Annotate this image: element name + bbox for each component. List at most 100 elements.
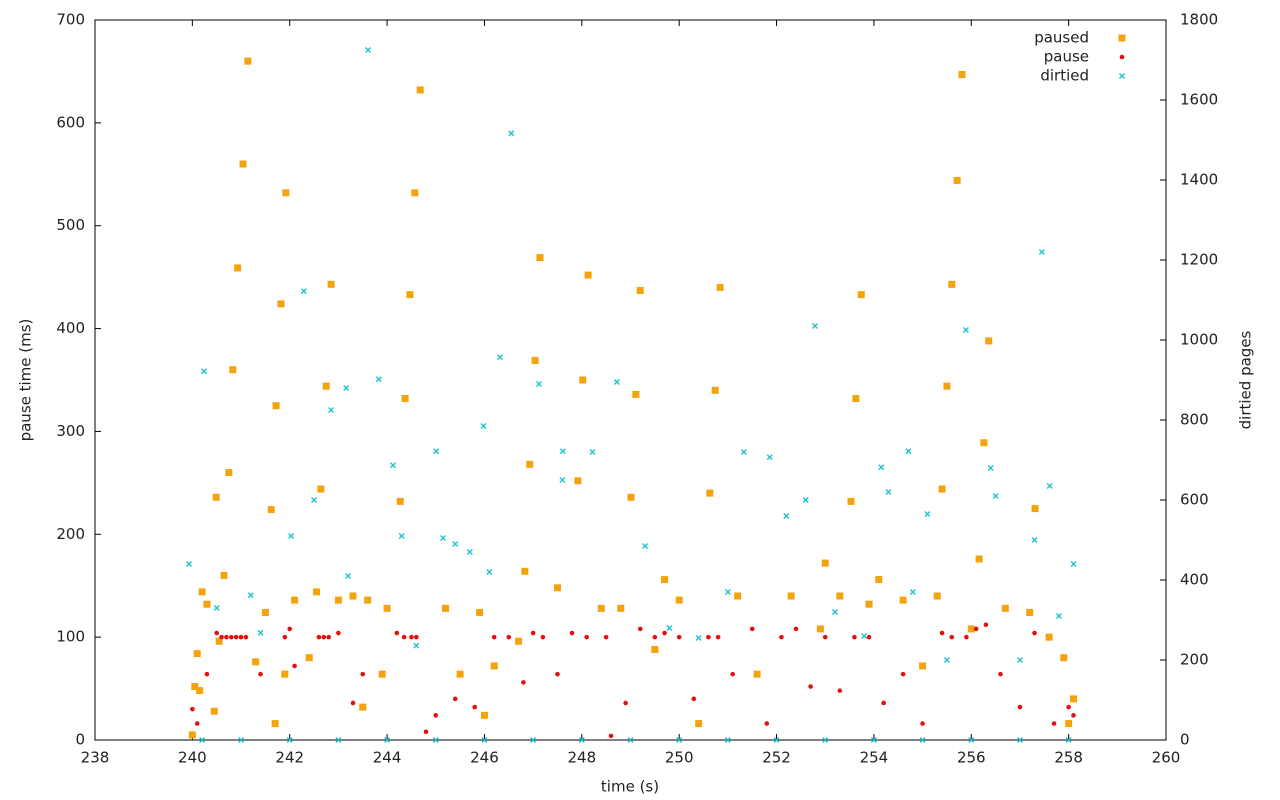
data-point	[661, 576, 669, 584]
data-point	[326, 634, 331, 640]
data-point	[440, 535, 447, 541]
data-point	[345, 573, 352, 579]
data-point	[215, 637, 223, 645]
data-point	[535, 381, 542, 387]
data-point	[964, 634, 969, 640]
data-point	[627, 737, 634, 743]
data-point	[220, 571, 228, 579]
data-point	[335, 737, 342, 743]
data-point	[706, 634, 711, 640]
data-point	[553, 584, 561, 592]
data-point	[578, 737, 585, 743]
data-point	[724, 589, 731, 595]
data-point	[943, 382, 951, 390]
data-point	[919, 662, 927, 670]
data-point	[521, 567, 529, 575]
data-point	[238, 634, 244, 640]
data-point	[416, 86, 424, 94]
data-point	[210, 707, 218, 715]
data-point	[706, 489, 714, 497]
y-tick-label: 200	[56, 525, 85, 543]
data-point	[652, 634, 658, 640]
data-point	[203, 600, 211, 608]
data-point	[666, 625, 673, 631]
data-point	[1060, 654, 1068, 662]
data-point	[1065, 737, 1072, 743]
data-point	[300, 288, 307, 295]
data-point	[584, 634, 589, 640]
data-point	[764, 721, 770, 726]
data-point	[411, 189, 419, 197]
data-point	[286, 737, 293, 743]
x-tick-label: 252	[762, 749, 791, 767]
x-tick-label: 248	[567, 749, 596, 767]
data-point	[676, 634, 682, 640]
data-point	[506, 634, 512, 640]
data-point	[409, 634, 414, 640]
data-point	[802, 497, 809, 503]
data-point	[480, 711, 488, 719]
data-point	[281, 670, 289, 678]
data-point	[258, 671, 263, 677]
data-point	[334, 596, 342, 604]
data-point	[305, 654, 313, 662]
data-point	[608, 733, 614, 739]
data-point	[282, 189, 290, 197]
data-point	[384, 737, 391, 743]
data-point	[783, 513, 790, 519]
data-point	[456, 670, 464, 678]
data-point	[497, 354, 504, 361]
data-point	[433, 448, 440, 455]
data-point	[277, 300, 285, 308]
data-point	[1016, 657, 1023, 663]
data-point	[924, 511, 931, 517]
x-tick-label: 240	[178, 749, 207, 767]
data-point	[1070, 561, 1077, 567]
data-point	[480, 423, 487, 429]
data-point	[349, 592, 357, 600]
data-point	[1032, 630, 1037, 636]
data-point	[870, 737, 877, 743]
data-point	[559, 477, 566, 483]
data-point	[740, 449, 747, 455]
x-tick-label: 244	[373, 749, 402, 767]
y-axis-label: pause time (ms)	[17, 319, 35, 442]
data-point	[579, 376, 587, 384]
data-point	[198, 588, 206, 596]
data-point	[866, 634, 872, 640]
legend-marker	[1119, 73, 1125, 79]
data-point	[423, 729, 429, 735]
data-point	[193, 650, 201, 658]
data-point	[389, 462, 396, 469]
data-point	[992, 493, 999, 499]
data-point	[715, 634, 721, 640]
data-point	[272, 402, 280, 410]
data-point	[243, 634, 249, 640]
data-point	[943, 657, 950, 663]
y2-tick-label: 1200	[1180, 251, 1218, 269]
data-point	[837, 688, 843, 693]
data-point	[637, 626, 643, 632]
data-point	[985, 337, 993, 345]
data-point	[233, 634, 239, 640]
data-point	[432, 737, 439, 743]
data-point	[282, 634, 288, 640]
data-point	[224, 634, 229, 640]
data-point	[847, 497, 855, 505]
data-point	[350, 700, 356, 706]
data-point	[225, 469, 233, 477]
data-point	[808, 684, 813, 689]
data-point	[247, 592, 254, 599]
data-point	[1031, 505, 1039, 513]
data-point	[212, 493, 220, 501]
data-point	[531, 356, 539, 364]
data-point	[651, 645, 659, 653]
data-point	[287, 626, 293, 632]
data-point	[816, 625, 824, 633]
data-point	[406, 291, 414, 299]
data-point	[472, 704, 478, 710]
x-tick-label: 254	[860, 749, 889, 767]
y-tick-label: 400	[56, 319, 85, 337]
data-point	[623, 700, 628, 706]
